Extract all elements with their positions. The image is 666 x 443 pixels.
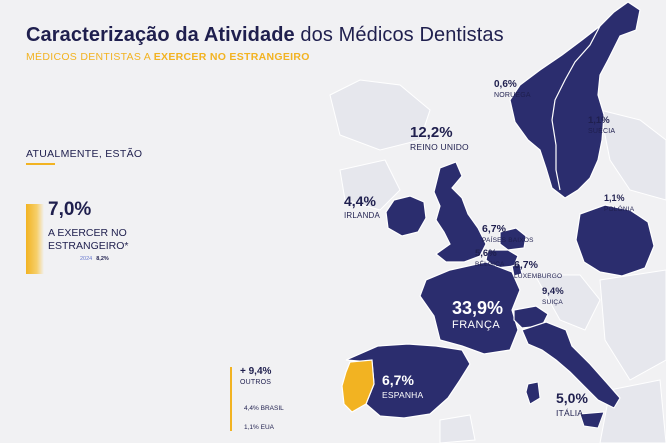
country-uk [433,161,487,263]
label-italia: 5,0% ITÁLIA [556,390,588,418]
label-luxemburgo: 6,7% LUXEMBURGO [514,259,563,280]
label-polonia: 1,1% POLÓNIA [604,193,635,213]
subtitle-bold: EXERCER NO ESTRANGEIRO [153,51,310,63]
title-light: dos Médicos Dentistas [294,24,504,46]
kpi-label: A EXERCER NO ESTRANGEIRO* [48,227,129,252]
kpi-prev-year: 2024 [80,256,93,262]
status-underline [26,163,55,165]
others-value: + 9,4% [240,366,272,377]
label-suica: 9,4% SUIÇA [542,286,564,306]
subtitle-prefix: MÉDICOS DENTISTAS A [26,51,154,63]
label-suecia: 1,1% SUÉCIA [588,115,616,135]
others-label: OUTROS [240,379,272,386]
country-poland [575,204,655,277]
country-norway-sweden [509,1,641,199]
country-france [419,261,521,355]
status-label: ATUALMENTE, ESTÃO [26,148,143,160]
norway-sweden-border [551,25,601,191]
title-bold: Caracterização da Atividade [26,24,295,46]
island-sicily [579,411,605,429]
europe-map [329,1,666,443]
label-paises-baixos: 6,7% PAÍSES BAIXOS [482,223,534,244]
label-irlanda: 4,4% IRLANDA [344,193,381,220]
kpi-prev-value: 8,2% [96,256,109,262]
country-netherlands [499,227,527,251]
others-eua: 1,1% EUA [244,424,274,431]
kpi-previous-year: 2024 8,2% [80,256,109,262]
label-noruega: 0,6% NORUEGA [494,79,531,99]
label-espanha: 6,7% ESPANHA [382,372,424,400]
kpi-accent-bar [26,204,44,274]
island-sardinia [525,381,541,405]
country-ireland [385,195,427,237]
others-accent-bar [230,367,232,431]
others-brasil: 4,4% BRASIL [244,405,284,412]
kpi-value: 7,0% [48,199,92,220]
page-subtitle: MÉDICOS DENTISTAS A EXERCER NO ESTRANGEI… [26,51,310,63]
page-title: Caracterização da Atividade dos Médicos … [26,24,504,47]
label-reino-unido: 12,2% REINO UNIDO [410,124,469,152]
label-belgica: 5,6% BÉLGICA [475,248,505,268]
country-luxembourg [511,263,523,277]
country-italy [521,321,621,409]
country-portugal [341,359,375,413]
label-franca: 33,9% FRANÇA [452,298,504,331]
